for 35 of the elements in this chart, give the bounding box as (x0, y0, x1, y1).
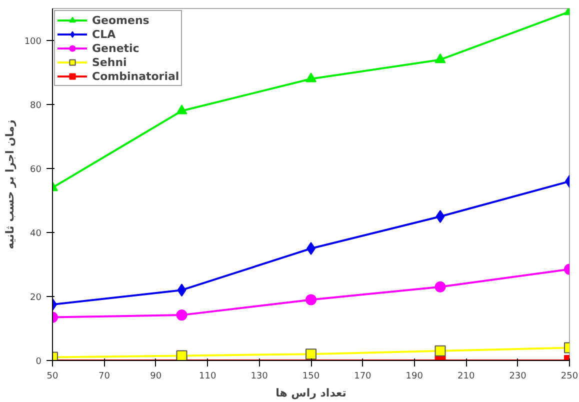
point (176, 104, 188, 114)
y-axis-title: زمان اجرا بر حسب ثانیه (3, 120, 16, 250)
point (434, 53, 446, 64)
y-tick-label: 60 (30, 165, 42, 175)
legend-label: CLA (92, 27, 116, 41)
point (306, 72, 316, 82)
point (176, 350, 188, 360)
y-tick-label: 80 (30, 101, 42, 111)
point (306, 294, 316, 306)
legend-label: Sehni (92, 55, 127, 69)
x-tick-label: 250 (560, 372, 578, 382)
x-tick-label: 90 (150, 372, 162, 382)
x-tick-label: 210 (458, 372, 475, 382)
point (434, 345, 446, 356)
legend-label: Combinatorial (92, 69, 180, 83)
x-tick-label: 70 (98, 372, 110, 382)
x-tick-label: 150 (302, 372, 320, 382)
x-tick-label: 170 (354, 372, 372, 382)
legend-label: Genetic (92, 41, 140, 55)
y-tick-label: 100 (24, 37, 42, 47)
y-tick-label: 0 (36, 357, 42, 367)
point (436, 210, 445, 223)
point (176, 310, 188, 321)
x-axis-title: تعداد راس ها (276, 386, 346, 400)
y-tick-label: 40 (30, 229, 42, 239)
x-tick-label: 130 (250, 372, 268, 382)
x-tick-label: 190 (406, 372, 424, 382)
point (177, 284, 186, 297)
point (306, 348, 316, 360)
legend-label: Geomens (92, 13, 150, 27)
point (434, 281, 446, 292)
x-tick-label: 230 (509, 372, 527, 382)
x-tick-label: 110 (199, 372, 216, 382)
y-tick-label: 20 (30, 293, 42, 303)
x-tick-label: 50 (46, 372, 58, 382)
